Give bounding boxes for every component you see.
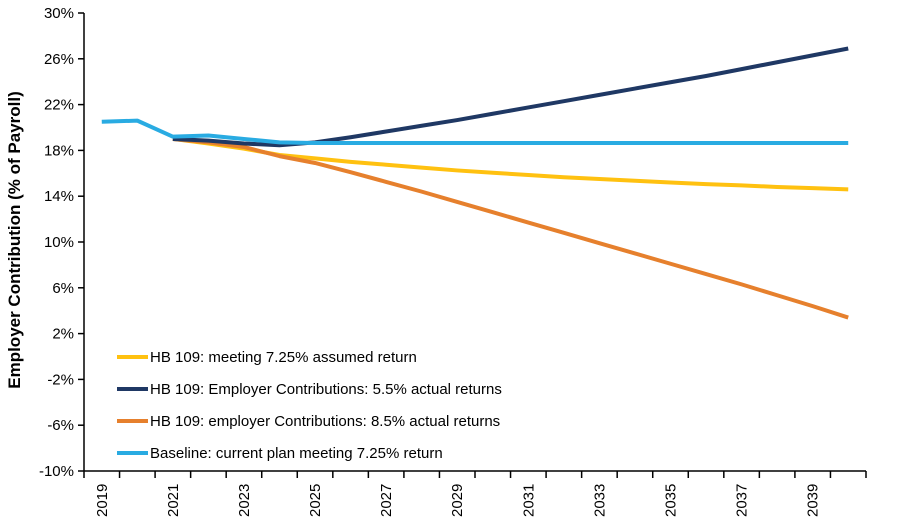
y-tick-label: 18% bbox=[44, 142, 74, 159]
x-tick-label: 2039 bbox=[805, 484, 822, 517]
x-tick-label: 2035 bbox=[663, 484, 680, 517]
legend-swatch-hb109-5-5 bbox=[117, 387, 148, 391]
y-tick-label: -2% bbox=[47, 371, 74, 388]
x-tick-label: 2025 bbox=[307, 484, 324, 517]
legend: HB 109: meeting 7.25% assumed return HB … bbox=[117, 347, 502, 475]
x-tick-label: 2033 bbox=[591, 484, 608, 517]
y-tick-label: 30% bbox=[44, 5, 74, 22]
x-tick-label: 2023 bbox=[236, 484, 253, 517]
legend-item: Baseline: current plan meeting 7.25% ret… bbox=[117, 443, 502, 463]
legend-item: HB 109: meeting 7.25% assumed return bbox=[117, 347, 502, 367]
series-line-1 bbox=[172, 46, 849, 148]
y-tick-label: 10% bbox=[44, 234, 74, 251]
legend-swatch-hb109-8-5 bbox=[117, 419, 148, 423]
y-axis-title: Employer Contribution (% of Payroll) bbox=[5, 91, 24, 389]
x-tick-label: 2031 bbox=[520, 484, 537, 517]
x-tick-label: 2037 bbox=[734, 484, 751, 517]
legend-label: HB 109: Employer Contributions: 5.5% act… bbox=[150, 380, 502, 398]
y-tick-label: -6% bbox=[47, 417, 74, 434]
legend-label: Baseline: current plan meeting 7.25% ret… bbox=[150, 444, 443, 462]
y-tick-label: -10% bbox=[39, 463, 74, 480]
legend-swatch-hb109-assumed bbox=[117, 355, 148, 359]
y-tick-label: 14% bbox=[44, 188, 74, 205]
legend-item: HB 109: Employer Contributions: 5.5% act… bbox=[117, 379, 502, 399]
y-tick-label: 26% bbox=[44, 51, 74, 68]
x-tick-label: 2019 bbox=[94, 484, 111, 517]
legend-swatch-baseline bbox=[117, 451, 148, 455]
legend-label: HB 109: meeting 7.25% assumed return bbox=[150, 348, 417, 366]
x-tick-label: 2027 bbox=[378, 484, 395, 517]
y-tick-label: 2% bbox=[52, 326, 74, 343]
y-tick-label: 22% bbox=[44, 97, 74, 114]
series-line-2 bbox=[172, 136, 849, 320]
legend-item: HB 109: employer Contributions: 8.5% act… bbox=[117, 411, 502, 431]
series-line-3 bbox=[101, 118, 849, 145]
y-tick-label: 6% bbox=[52, 280, 74, 297]
x-tick-label: 2021 bbox=[165, 484, 182, 517]
x-tick-label: 2029 bbox=[449, 484, 466, 517]
legend-label: HB 109: employer Contributions: 8.5% act… bbox=[150, 412, 501, 430]
